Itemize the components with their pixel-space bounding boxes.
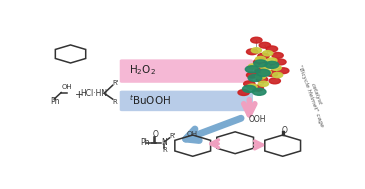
Circle shape <box>260 64 270 69</box>
Circle shape <box>261 70 271 75</box>
Text: R: R <box>113 99 118 105</box>
Text: OOH: OOH <box>249 115 266 124</box>
Circle shape <box>257 69 270 76</box>
Circle shape <box>266 71 278 77</box>
Text: +: + <box>74 90 83 100</box>
Circle shape <box>255 57 266 62</box>
Circle shape <box>254 59 265 65</box>
Circle shape <box>266 46 278 52</box>
Text: O: O <box>281 126 287 135</box>
Text: Ph: Ph <box>141 138 150 147</box>
Circle shape <box>275 59 286 65</box>
Circle shape <box>277 68 289 74</box>
Circle shape <box>246 72 258 78</box>
Text: R: R <box>162 147 167 153</box>
Circle shape <box>251 37 262 43</box>
Circle shape <box>249 64 259 69</box>
Circle shape <box>251 48 261 53</box>
FancyBboxPatch shape <box>120 59 253 83</box>
Circle shape <box>246 49 258 55</box>
Circle shape <box>245 66 259 73</box>
Text: H$_2$O$_2$: H$_2$O$_2$ <box>129 63 156 77</box>
Circle shape <box>242 85 256 92</box>
Circle shape <box>255 74 266 79</box>
Text: N: N <box>161 138 167 147</box>
Circle shape <box>238 90 249 95</box>
Text: R': R' <box>113 80 119 86</box>
FancyBboxPatch shape <box>120 91 253 111</box>
Circle shape <box>271 65 281 70</box>
Text: OH: OH <box>187 131 198 137</box>
Circle shape <box>265 61 279 68</box>
Text: OH: OH <box>62 84 73 91</box>
Circle shape <box>254 60 268 67</box>
Text: HCl·HN: HCl·HN <box>80 89 108 98</box>
Text: R': R' <box>169 133 176 139</box>
Text: catalyst
"Bicycle Helmet" cage: catalyst "Bicycle Helmet" cage <box>297 63 329 128</box>
Circle shape <box>248 74 262 81</box>
Circle shape <box>267 58 277 63</box>
Circle shape <box>262 51 273 56</box>
Circle shape <box>264 62 275 68</box>
Circle shape <box>259 42 270 48</box>
Text: $^{t}$BuOOH: $^{t}$BuOOH <box>129 94 171 107</box>
Circle shape <box>258 53 269 59</box>
Circle shape <box>269 78 280 84</box>
Circle shape <box>247 84 257 89</box>
Circle shape <box>255 68 266 74</box>
Text: Ph: Ph <box>51 98 60 106</box>
Circle shape <box>252 85 264 91</box>
Circle shape <box>256 77 268 82</box>
Circle shape <box>273 72 283 78</box>
Circle shape <box>244 81 255 87</box>
Circle shape <box>253 88 266 95</box>
Text: O: O <box>153 130 159 139</box>
Circle shape <box>272 53 283 58</box>
Circle shape <box>258 81 269 86</box>
